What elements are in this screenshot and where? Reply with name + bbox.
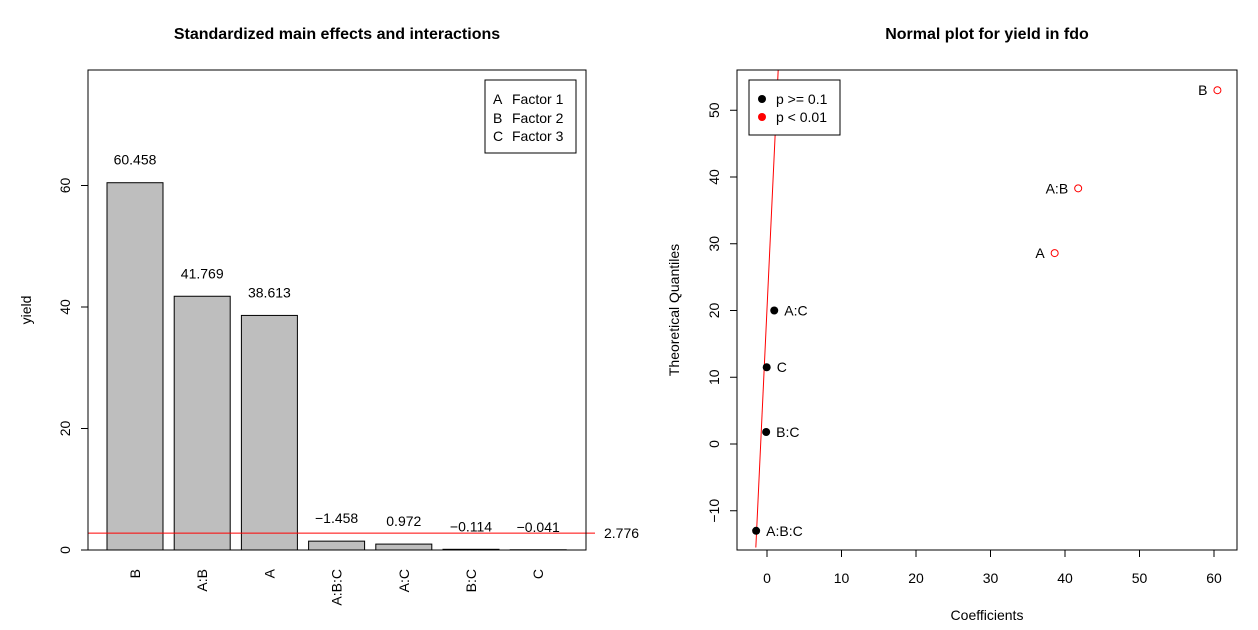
- significance-line-label: 2.776: [604, 525, 639, 541]
- bar-chart-legend: A Factor 1 B Factor 2 C Factor 3: [484, 79, 577, 154]
- bar-chart-x-ticks: B A:B A A:B:C A:C B:C C: [127, 568, 546, 605]
- point-label-c: C: [777, 359, 787, 375]
- sc-y-tick-label-1: 0: [706, 440, 722, 448]
- sc-y-tick-label-6: 50: [706, 102, 722, 118]
- bar-x-tick-label-1: A:B: [194, 569, 210, 592]
- normal-plot-x-axis-label: Coefficients: [951, 607, 1024, 623]
- point-label-b-c: B:C: [776, 424, 799, 440]
- sc-x-tick-label-3: 30: [983, 570, 999, 586]
- legend-marker-significant: [758, 113, 766, 121]
- point-a-b-c: [752, 526, 761, 535]
- bar-b: [106, 182, 164, 551]
- point-b-c: [762, 427, 771, 436]
- bar-a-b: [173, 295, 231, 551]
- bar-chart-value-labels: 60.458 41.769 38.613 −1.458 0.972 −0.114 −0.04…: [114, 152, 560, 535]
- sc-y-tick-label-3: 20: [706, 303, 722, 319]
- bar-x-tick-label-2: A: [261, 568, 277, 578]
- bar-y-tick-label-0: 0: [57, 546, 73, 554]
- bar-chart-plot-frame: [87, 69, 587, 551]
- normal-plot-frame: [736, 69, 1238, 551]
- bar-y-tick-label-3: 60: [57, 178, 73, 194]
- bar-chart-bars: [106, 182, 567, 551]
- normal-plot-points: A:B:C B:C C A:C A A:B B: [752, 82, 1222, 539]
- bar-x-tick-label-3: A:B:C: [329, 569, 345, 606]
- sc-x-tick-label-6: 60: [1206, 570, 1222, 586]
- legend-key-b: B: [493, 110, 502, 126]
- bar-chart-y-ticks: 0 20 40 60: [57, 178, 88, 554]
- sc-x-tick-label-5: 50: [1132, 570, 1148, 586]
- bar-x-tick-label-4: A:C: [396, 569, 412, 592]
- point-label-b: B: [1198, 82, 1207, 98]
- point-b: [1213, 86, 1222, 95]
- bar-chart-title: Standardized main effects and interactio…: [174, 26, 500, 43]
- bar-a-b-c: [308, 540, 366, 551]
- point-label-a-b-c: A:B:C: [766, 523, 803, 539]
- bar-value-label-0: 60.458: [114, 152, 157, 168]
- effects-bar-chart: Standardized main effects and interactio…: [18, 26, 639, 606]
- bar-value-label-4: 0.972: [386, 513, 421, 529]
- bar-y-tick-label-2: 40: [57, 299, 73, 315]
- normal-plot-y-ticks: −10 0 10 20 30 40 50: [706, 102, 737, 523]
- bar-x-tick-label-6: C: [530, 569, 546, 579]
- bar-y-tick-label-1: 20: [57, 421, 73, 437]
- bar-value-label-1: 41.769: [181, 265, 224, 281]
- sc-x-tick-label-4: 40: [1057, 570, 1073, 586]
- sc-x-tick-label-2: 20: [908, 570, 924, 586]
- legend-text-insignificant: p >= 0.1: [776, 91, 828, 107]
- sc-y-tick-label-4: 30: [706, 236, 722, 252]
- normal-plot-x-ticks: 0 10 20 30 40 50 60: [763, 550, 1222, 586]
- normal-plot: Normal plot for yield in fdo Coefficient…: [666, 26, 1238, 623]
- normal-plot-y-axis-label: Theoretical Quantiles: [666, 244, 682, 376]
- point-c: [762, 363, 771, 372]
- legend-key-a: A: [493, 91, 503, 107]
- bar-x-tick-label-0: B: [127, 569, 143, 578]
- bar-value-label-2: 38.613: [248, 284, 291, 300]
- point-label-a: A: [1035, 245, 1045, 261]
- bar-value-label-3: −1.458: [315, 510, 358, 526]
- legend-text-c: Factor 3: [512, 128, 564, 144]
- normal-plot-legend: p >= 0.1 p < 0.01: [748, 79, 841, 136]
- point-a: [1050, 249, 1059, 258]
- bar-chart-legend-box: [484, 79, 577, 154]
- legend-text-b: Factor 2: [512, 110, 564, 126]
- point-label-a-c: A:C: [784, 303, 807, 319]
- normal-plot-fit-line: [755, 70, 779, 548]
- sc-x-tick-label-1: 10: [834, 570, 850, 586]
- bar-a: [240, 314, 298, 551]
- legend-text-significant: p < 0.01: [776, 109, 827, 125]
- point-label-a-b: A:B: [1046, 180, 1069, 196]
- normal-plot-title: Normal plot for yield in fdo: [885, 26, 1089, 43]
- bar-value-label-5: −0.114: [450, 518, 492, 534]
- sc-y-tick-label-5: 40: [706, 169, 722, 185]
- normal-plot-legend-box: [748, 79, 841, 136]
- legend-marker-insignificant: [758, 95, 766, 103]
- bar-value-label-6: −0.041: [517, 519, 560, 535]
- sc-x-tick-label-0: 0: [763, 570, 771, 586]
- legend-text-a: Factor 1: [512, 91, 564, 107]
- bar-chart-y-axis-label: yield: [18, 296, 34, 325]
- sc-y-tick-label-2: 10: [706, 369, 722, 385]
- point-a-b: [1074, 184, 1083, 193]
- bar-a-c: [375, 543, 433, 551]
- point-a-c: [770, 306, 779, 315]
- sc-y-tick-label-0: −10: [706, 499, 722, 523]
- bar-x-tick-label-5: B:C: [463, 569, 479, 592]
- legend-key-c: C: [493, 128, 503, 144]
